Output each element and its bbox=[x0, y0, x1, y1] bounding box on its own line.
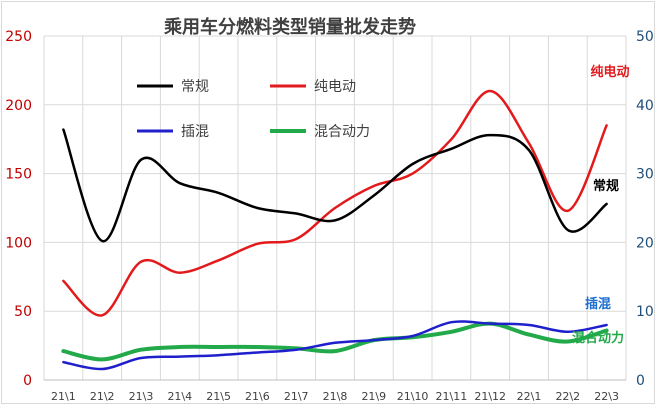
end-label: 纯电动 bbox=[590, 64, 629, 80]
left-axis-tick-labels: 0 50 100 150 200 250 bbox=[5, 29, 32, 389]
x-tick-label: 21\3 bbox=[129, 390, 154, 403]
left-tick-label: 200 bbox=[5, 98, 32, 114]
series-line-3 bbox=[62, 320, 608, 371]
end-label: 混合动力 bbox=[572, 330, 624, 346]
left-tick-label: 100 bbox=[5, 235, 32, 251]
x-tick-label: 21\12 bbox=[474, 390, 506, 403]
series-line-2 bbox=[62, 89, 608, 317]
end-label: 插混 bbox=[585, 296, 611, 312]
legend-label: 常规 bbox=[181, 79, 209, 95]
chart-title: 乘用车分燃料类型销量批发走势 bbox=[163, 16, 416, 38]
right-tick-label: 20 bbox=[636, 235, 654, 251]
left-tick-label: 250 bbox=[5, 29, 32, 45]
gridlines bbox=[43, 35, 627, 381]
left-tick-label: 150 bbox=[5, 167, 32, 183]
end-label: 常规 bbox=[593, 178, 619, 194]
right-tick-label: 10 bbox=[636, 304, 654, 320]
x-tick-label: 21\11 bbox=[436, 390, 468, 403]
x-axis-tick-labels: 21\1 21\2 21\3 21\4 21\5 21\6 21\7 21\8 21\9 21\1… bbox=[51, 390, 619, 403]
left-tick-label: 50 bbox=[14, 304, 32, 320]
series-line-1 bbox=[62, 128, 608, 243]
right-tick-label: 40 bbox=[636, 98, 654, 114]
legend-label: 插混 bbox=[181, 124, 209, 140]
right-axis-tick-labels: 0 10 20 30 40 50 bbox=[636, 29, 654, 389]
x-tick-label: 21\6 bbox=[245, 390, 270, 403]
right-tick-label: 30 bbox=[636, 167, 654, 183]
x-tick-label: 21\8 bbox=[323, 390, 348, 403]
x-tick-label: 21\1 bbox=[51, 390, 76, 403]
x-tick-label: 21\5 bbox=[206, 390, 231, 403]
x-tick-label: 22\1 bbox=[517, 390, 542, 403]
x-tick-label: 21\10 bbox=[397, 390, 429, 403]
x-tick-label: 22\3 bbox=[594, 390, 619, 403]
right-tick-label: 50 bbox=[636, 29, 654, 45]
right-tick-label: 0 bbox=[636, 373, 645, 389]
left-tick-label: 0 bbox=[23, 373, 32, 389]
legend-label: 纯电动 bbox=[314, 79, 356, 95]
x-tick-label: 22\2 bbox=[555, 390, 580, 403]
x-tick-label: 21\9 bbox=[361, 390, 386, 403]
x-tick-label: 21\2 bbox=[90, 390, 115, 403]
x-tick-label: 21\4 bbox=[167, 390, 192, 403]
x-tick-label: 21\7 bbox=[284, 390, 309, 403]
legend-label: 混合动力 bbox=[314, 124, 370, 140]
series-lines bbox=[61, 89, 609, 371]
